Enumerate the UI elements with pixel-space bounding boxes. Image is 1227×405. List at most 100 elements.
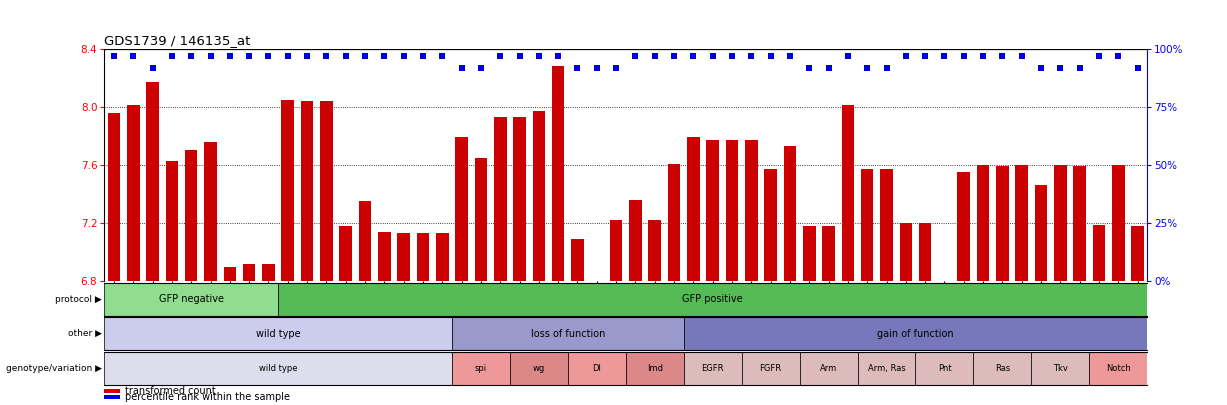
Point: [818, 64, 838, 71]
Bar: [687, 137, 699, 281]
Bar: [707, 140, 719, 281]
Point: [953, 53, 973, 59]
Point: [279, 53, 298, 59]
Bar: [263, 264, 275, 281]
Bar: [919, 223, 931, 281]
Point: [876, 64, 896, 71]
Point: [432, 53, 452, 59]
Text: Dl: Dl: [593, 364, 601, 373]
Text: EGFR: EGFR: [702, 364, 724, 373]
Text: Arm: Arm: [820, 364, 837, 373]
Bar: [494, 117, 507, 281]
Text: gain of function: gain of function: [877, 329, 953, 339]
Bar: [996, 166, 1009, 281]
Bar: [104, 352, 452, 385]
Text: Ras: Ras: [995, 364, 1010, 373]
Bar: [973, 352, 1032, 385]
Point: [182, 53, 201, 59]
Point: [838, 53, 858, 59]
Point: [471, 64, 491, 71]
Bar: [842, 105, 854, 281]
Point: [1128, 64, 1147, 71]
Point: [664, 53, 683, 59]
Bar: [126, 105, 140, 281]
Text: GFP positive: GFP positive: [682, 294, 744, 304]
Bar: [510, 352, 568, 385]
Text: other ▶: other ▶: [67, 329, 102, 338]
Bar: [475, 158, 487, 281]
Point: [626, 53, 645, 59]
Point: [1070, 64, 1090, 71]
Bar: [725, 140, 739, 281]
Point: [858, 64, 877, 71]
Point: [1108, 53, 1128, 59]
Text: Arm, Ras: Arm, Ras: [867, 364, 906, 373]
Bar: [764, 169, 777, 281]
Text: wild type: wild type: [259, 364, 297, 373]
Bar: [741, 352, 800, 385]
Point: [703, 53, 723, 59]
Text: percentile rank within the sample: percentile rank within the sample: [125, 392, 290, 402]
Point: [1031, 64, 1050, 71]
Bar: [683, 352, 741, 385]
Point: [142, 64, 162, 71]
Point: [568, 64, 588, 71]
Point: [935, 53, 955, 59]
Bar: [1034, 185, 1048, 281]
Point: [491, 53, 510, 59]
Bar: [340, 226, 352, 281]
Text: transformed count: transformed count: [125, 386, 216, 396]
Point: [336, 53, 356, 59]
Point: [1012, 53, 1032, 59]
Bar: [1093, 225, 1106, 281]
Point: [259, 53, 279, 59]
Point: [915, 53, 935, 59]
Point: [413, 53, 433, 59]
Bar: [279, 283, 1147, 316]
Bar: [802, 226, 816, 281]
Bar: [185, 151, 198, 281]
Point: [124, 53, 144, 59]
Text: Pnt: Pnt: [937, 364, 951, 373]
Point: [896, 53, 915, 59]
Point: [104, 53, 124, 59]
Bar: [166, 161, 178, 281]
Bar: [104, 395, 120, 399]
Text: protocol ▶: protocol ▶: [55, 295, 102, 304]
Bar: [301, 101, 313, 281]
Point: [394, 53, 413, 59]
Bar: [452, 352, 510, 385]
Point: [509, 53, 529, 59]
Point: [606, 64, 626, 71]
Point: [800, 64, 820, 71]
Bar: [243, 264, 255, 281]
Point: [297, 53, 317, 59]
Bar: [915, 352, 973, 385]
Bar: [320, 101, 333, 281]
Bar: [939, 281, 951, 299]
Text: GFP negative: GFP negative: [158, 294, 223, 304]
Bar: [858, 352, 915, 385]
Text: Tkv: Tkv: [1053, 364, 1067, 373]
Bar: [667, 164, 680, 281]
Text: loss of function: loss of function: [530, 329, 605, 339]
Point: [645, 53, 665, 59]
Bar: [899, 223, 912, 281]
Bar: [977, 165, 989, 281]
Text: Imd: Imd: [647, 364, 663, 373]
Bar: [204, 142, 217, 281]
Bar: [572, 239, 584, 281]
Point: [741, 53, 761, 59]
Bar: [1032, 352, 1090, 385]
Bar: [436, 233, 449, 281]
Text: wild type: wild type: [255, 329, 301, 339]
Text: FGFR: FGFR: [760, 364, 782, 373]
Point: [162, 53, 182, 59]
Point: [201, 53, 221, 59]
Bar: [784, 146, 796, 281]
Bar: [104, 390, 120, 393]
Bar: [610, 220, 622, 281]
Point: [239, 53, 259, 59]
Point: [220, 53, 239, 59]
Bar: [455, 137, 467, 281]
